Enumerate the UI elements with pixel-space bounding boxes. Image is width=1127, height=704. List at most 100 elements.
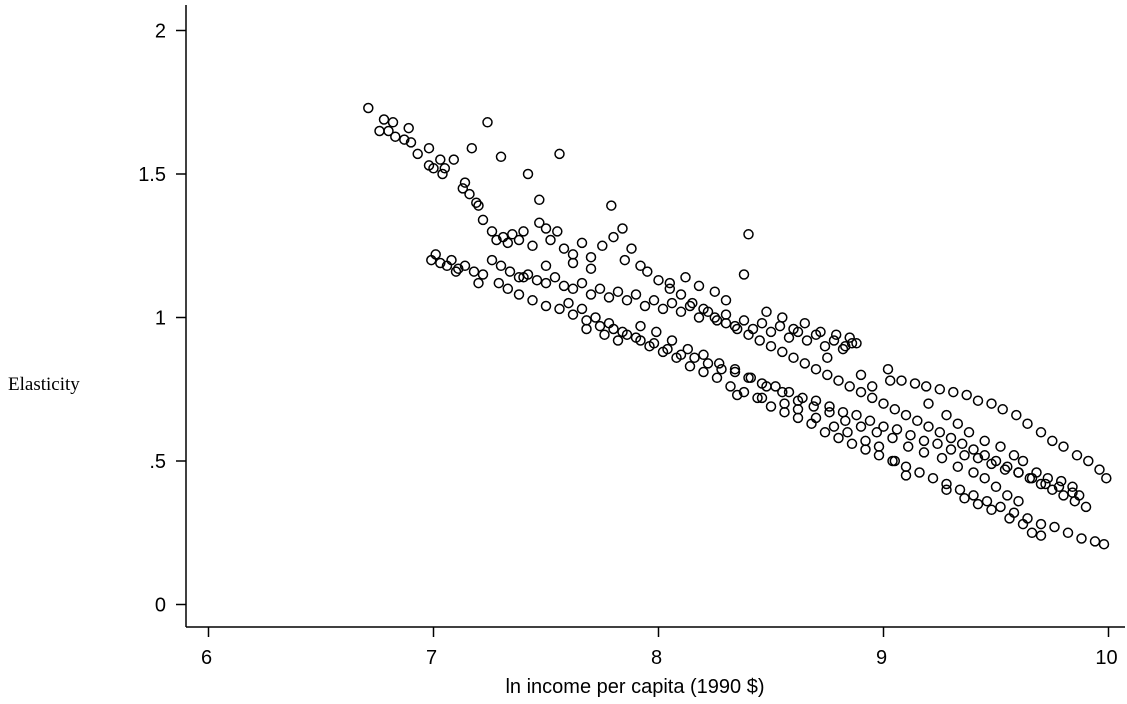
data-point <box>711 315 723 326</box>
data-point <box>477 214 489 226</box>
data-point <box>657 303 669 315</box>
y-tick-label: 0 <box>155 595 166 617</box>
data-point <box>914 467 925 478</box>
data-point <box>495 151 507 163</box>
data-point <box>590 312 601 323</box>
data-point <box>664 277 676 289</box>
data-point <box>617 223 628 234</box>
data-point <box>527 240 538 252</box>
data-point <box>513 234 525 246</box>
data-point <box>959 493 970 504</box>
data-point <box>948 386 959 398</box>
data-point <box>997 404 1008 415</box>
data-point <box>1035 518 1047 530</box>
data-point <box>464 188 475 200</box>
data-point <box>435 257 446 269</box>
data-point <box>644 340 655 352</box>
data-point <box>603 292 615 303</box>
data-point <box>675 289 687 300</box>
data-point <box>882 363 894 375</box>
data-point <box>959 450 970 461</box>
data-point <box>891 424 903 435</box>
data-point <box>709 312 721 323</box>
data-point <box>522 168 534 180</box>
data-point <box>446 254 457 266</box>
data-point <box>956 438 968 450</box>
plot-area <box>363 102 1112 550</box>
data-point <box>972 395 984 406</box>
data-point <box>594 283 606 295</box>
data-point <box>945 444 957 455</box>
data-point <box>1047 435 1058 447</box>
data-point <box>923 398 934 409</box>
data-point <box>846 438 858 450</box>
data-point <box>657 346 669 358</box>
data-point <box>507 229 518 240</box>
data-point <box>756 392 768 404</box>
data-point <box>846 338 858 349</box>
data-point <box>900 409 912 421</box>
x-tick-label: 9 <box>876 647 887 669</box>
data-point <box>968 444 979 455</box>
data-point <box>687 297 698 309</box>
data-point <box>599 329 610 340</box>
data-point <box>824 401 835 412</box>
data-point <box>808 401 819 412</box>
data-point <box>1011 409 1022 421</box>
data-point <box>698 303 709 315</box>
data-point <box>986 398 997 409</box>
data-point <box>437 168 448 180</box>
data-point <box>810 395 822 406</box>
data-point <box>783 332 795 343</box>
data-point <box>1040 478 1051 490</box>
data-point <box>466 142 478 154</box>
data-point <box>374 125 385 137</box>
data-point <box>963 427 975 438</box>
data-point <box>774 320 786 332</box>
data-point <box>990 455 1002 467</box>
data-point <box>855 386 867 398</box>
data-point <box>981 495 993 507</box>
data-point <box>756 317 768 329</box>
data-point <box>612 286 624 297</box>
data-point <box>642 266 653 277</box>
data-point <box>495 260 507 272</box>
data-point <box>423 142 435 154</box>
data-point <box>412 148 423 160</box>
data-point <box>545 234 556 246</box>
data-point <box>918 447 930 458</box>
x-tick-label: 8 <box>651 647 662 669</box>
data-point <box>837 343 849 355</box>
data-point <box>810 412 822 424</box>
data-point <box>792 412 804 424</box>
data-point <box>743 229 754 240</box>
data-point <box>630 332 642 343</box>
data-point <box>666 335 678 346</box>
data-point <box>934 384 946 395</box>
data-point <box>651 326 662 338</box>
data-point <box>1101 472 1112 484</box>
data-point <box>855 369 867 381</box>
data-point <box>603 317 615 329</box>
data-point <box>554 303 565 315</box>
data-point <box>873 450 885 461</box>
data-point <box>680 272 691 283</box>
data-point <box>729 366 741 378</box>
data-point <box>1013 495 1024 507</box>
data-point <box>887 432 898 444</box>
data-point <box>920 381 932 392</box>
data-point <box>878 398 889 409</box>
data-point <box>430 249 441 260</box>
data-point <box>799 317 811 329</box>
data-point <box>540 300 552 312</box>
data-point <box>799 358 811 369</box>
data-point <box>567 283 579 295</box>
data-point <box>1022 418 1033 429</box>
data-point <box>936 452 948 464</box>
data-point <box>842 427 853 438</box>
y-tick-label: 1.5 <box>138 164 166 186</box>
data-point <box>504 266 516 277</box>
data-point <box>378 114 390 125</box>
data-point <box>990 481 1002 493</box>
data-point <box>1002 490 1013 501</box>
